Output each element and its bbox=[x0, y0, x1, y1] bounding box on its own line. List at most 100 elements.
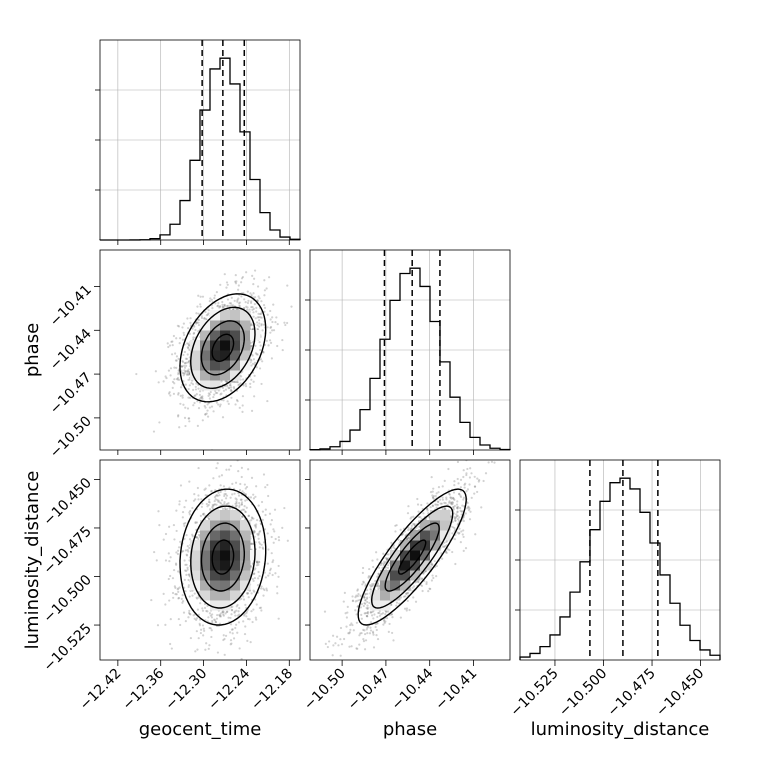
density-cell bbox=[240, 350, 251, 361]
sample-point bbox=[195, 521, 199, 524]
sample-point bbox=[462, 469, 465, 472]
contour-line bbox=[179, 293, 267, 403]
sample-point bbox=[286, 284, 289, 287]
sample-point bbox=[228, 302, 231, 305]
density-cell bbox=[210, 320, 221, 331]
sample-point bbox=[456, 531, 459, 534]
sample-point bbox=[175, 377, 178, 381]
sample-point bbox=[175, 593, 178, 596]
sample-point bbox=[255, 306, 258, 309]
sample-point bbox=[223, 501, 226, 504]
sample-point bbox=[185, 534, 188, 537]
sample-point bbox=[253, 374, 256, 377]
sample-point bbox=[220, 380, 223, 383]
contour-line bbox=[200, 320, 246, 376]
sample-point bbox=[197, 330, 200, 333]
density-cell bbox=[200, 560, 211, 571]
sample-point bbox=[198, 591, 201, 594]
sample-point bbox=[202, 512, 206, 515]
sample-point bbox=[228, 384, 232, 387]
sample-point bbox=[243, 483, 246, 486]
sample-point bbox=[183, 524, 186, 527]
sample-point bbox=[373, 613, 376, 616]
sample-point bbox=[221, 416, 225, 419]
sample-point bbox=[453, 517, 456, 520]
sample-point bbox=[197, 466, 200, 470]
sample-point bbox=[219, 612, 222, 615]
sample-point bbox=[463, 486, 466, 489]
sample-point bbox=[246, 639, 249, 642]
sample-point bbox=[464, 546, 468, 550]
density-cell bbox=[210, 340, 221, 351]
sample-point bbox=[186, 371, 189, 374]
sample-point bbox=[255, 561, 259, 564]
sample-point bbox=[284, 323, 287, 327]
sample-point bbox=[187, 585, 190, 589]
sample-point bbox=[246, 306, 249, 309]
sample-point bbox=[220, 392, 223, 395]
sample-point bbox=[254, 525, 257, 528]
sample-point bbox=[207, 394, 210, 397]
sample-point bbox=[200, 396, 203, 399]
sample-point bbox=[235, 609, 238, 612]
sample-point bbox=[177, 415, 180, 418]
sample-point bbox=[177, 372, 180, 376]
sample-point bbox=[467, 505, 470, 508]
sample-point bbox=[227, 616, 230, 619]
sample-point bbox=[241, 275, 245, 279]
sample-point bbox=[240, 503, 243, 506]
sample-point bbox=[431, 504, 435, 508]
sample-point bbox=[208, 508, 212, 511]
sample-point bbox=[187, 417, 190, 420]
sample-point bbox=[408, 537, 411, 540]
sample-point bbox=[249, 496, 253, 499]
sample-point bbox=[260, 324, 263, 327]
sample-point bbox=[376, 558, 379, 561]
density-cell bbox=[210, 350, 221, 361]
sample-point bbox=[158, 524, 161, 527]
sample-point bbox=[269, 331, 272, 334]
sample-point bbox=[339, 626, 343, 630]
sample-point bbox=[193, 617, 196, 620]
sample-point bbox=[169, 574, 172, 578]
sample-point bbox=[225, 281, 229, 284]
sample-point bbox=[155, 559, 158, 562]
sample-point bbox=[213, 393, 216, 396]
sample-point bbox=[377, 572, 380, 575]
sample-point bbox=[262, 303, 266, 307]
sample-point bbox=[212, 410, 215, 413]
sample-point bbox=[211, 507, 215, 510]
sample-point bbox=[430, 476, 433, 479]
sample-point bbox=[211, 621, 214, 624]
sample-point bbox=[188, 372, 191, 376]
sample-point bbox=[233, 380, 236, 384]
sample-point bbox=[183, 369, 186, 372]
sample-point bbox=[462, 535, 465, 539]
sample-point bbox=[443, 541, 446, 544]
sample-point bbox=[258, 546, 261, 549]
sample-point bbox=[454, 517, 457, 520]
sample-point bbox=[192, 336, 195, 339]
sample-point bbox=[194, 521, 197, 525]
sample-point bbox=[164, 532, 168, 536]
sample-point bbox=[234, 497, 237, 500]
density-cell bbox=[210, 360, 221, 371]
panel-phase-vs-geocent_time bbox=[135, 269, 293, 450]
sample-point bbox=[387, 630, 390, 634]
sample-point bbox=[377, 572, 380, 575]
sample-point bbox=[255, 561, 259, 564]
sample-point bbox=[255, 564, 258, 567]
sample-point bbox=[191, 535, 194, 538]
sample-point bbox=[458, 492, 461, 495]
sample-point bbox=[192, 388, 195, 391]
sample-point bbox=[376, 575, 379, 578]
sample-point bbox=[458, 519, 461, 522]
sample-point bbox=[231, 380, 234, 384]
sample-point bbox=[239, 482, 242, 486]
sample-point bbox=[269, 567, 272, 570]
sample-point bbox=[251, 341, 254, 344]
sample-point bbox=[184, 357, 188, 360]
sample-point bbox=[185, 554, 189, 557]
sample-point bbox=[368, 632, 372, 635]
sample-point bbox=[218, 613, 221, 617]
